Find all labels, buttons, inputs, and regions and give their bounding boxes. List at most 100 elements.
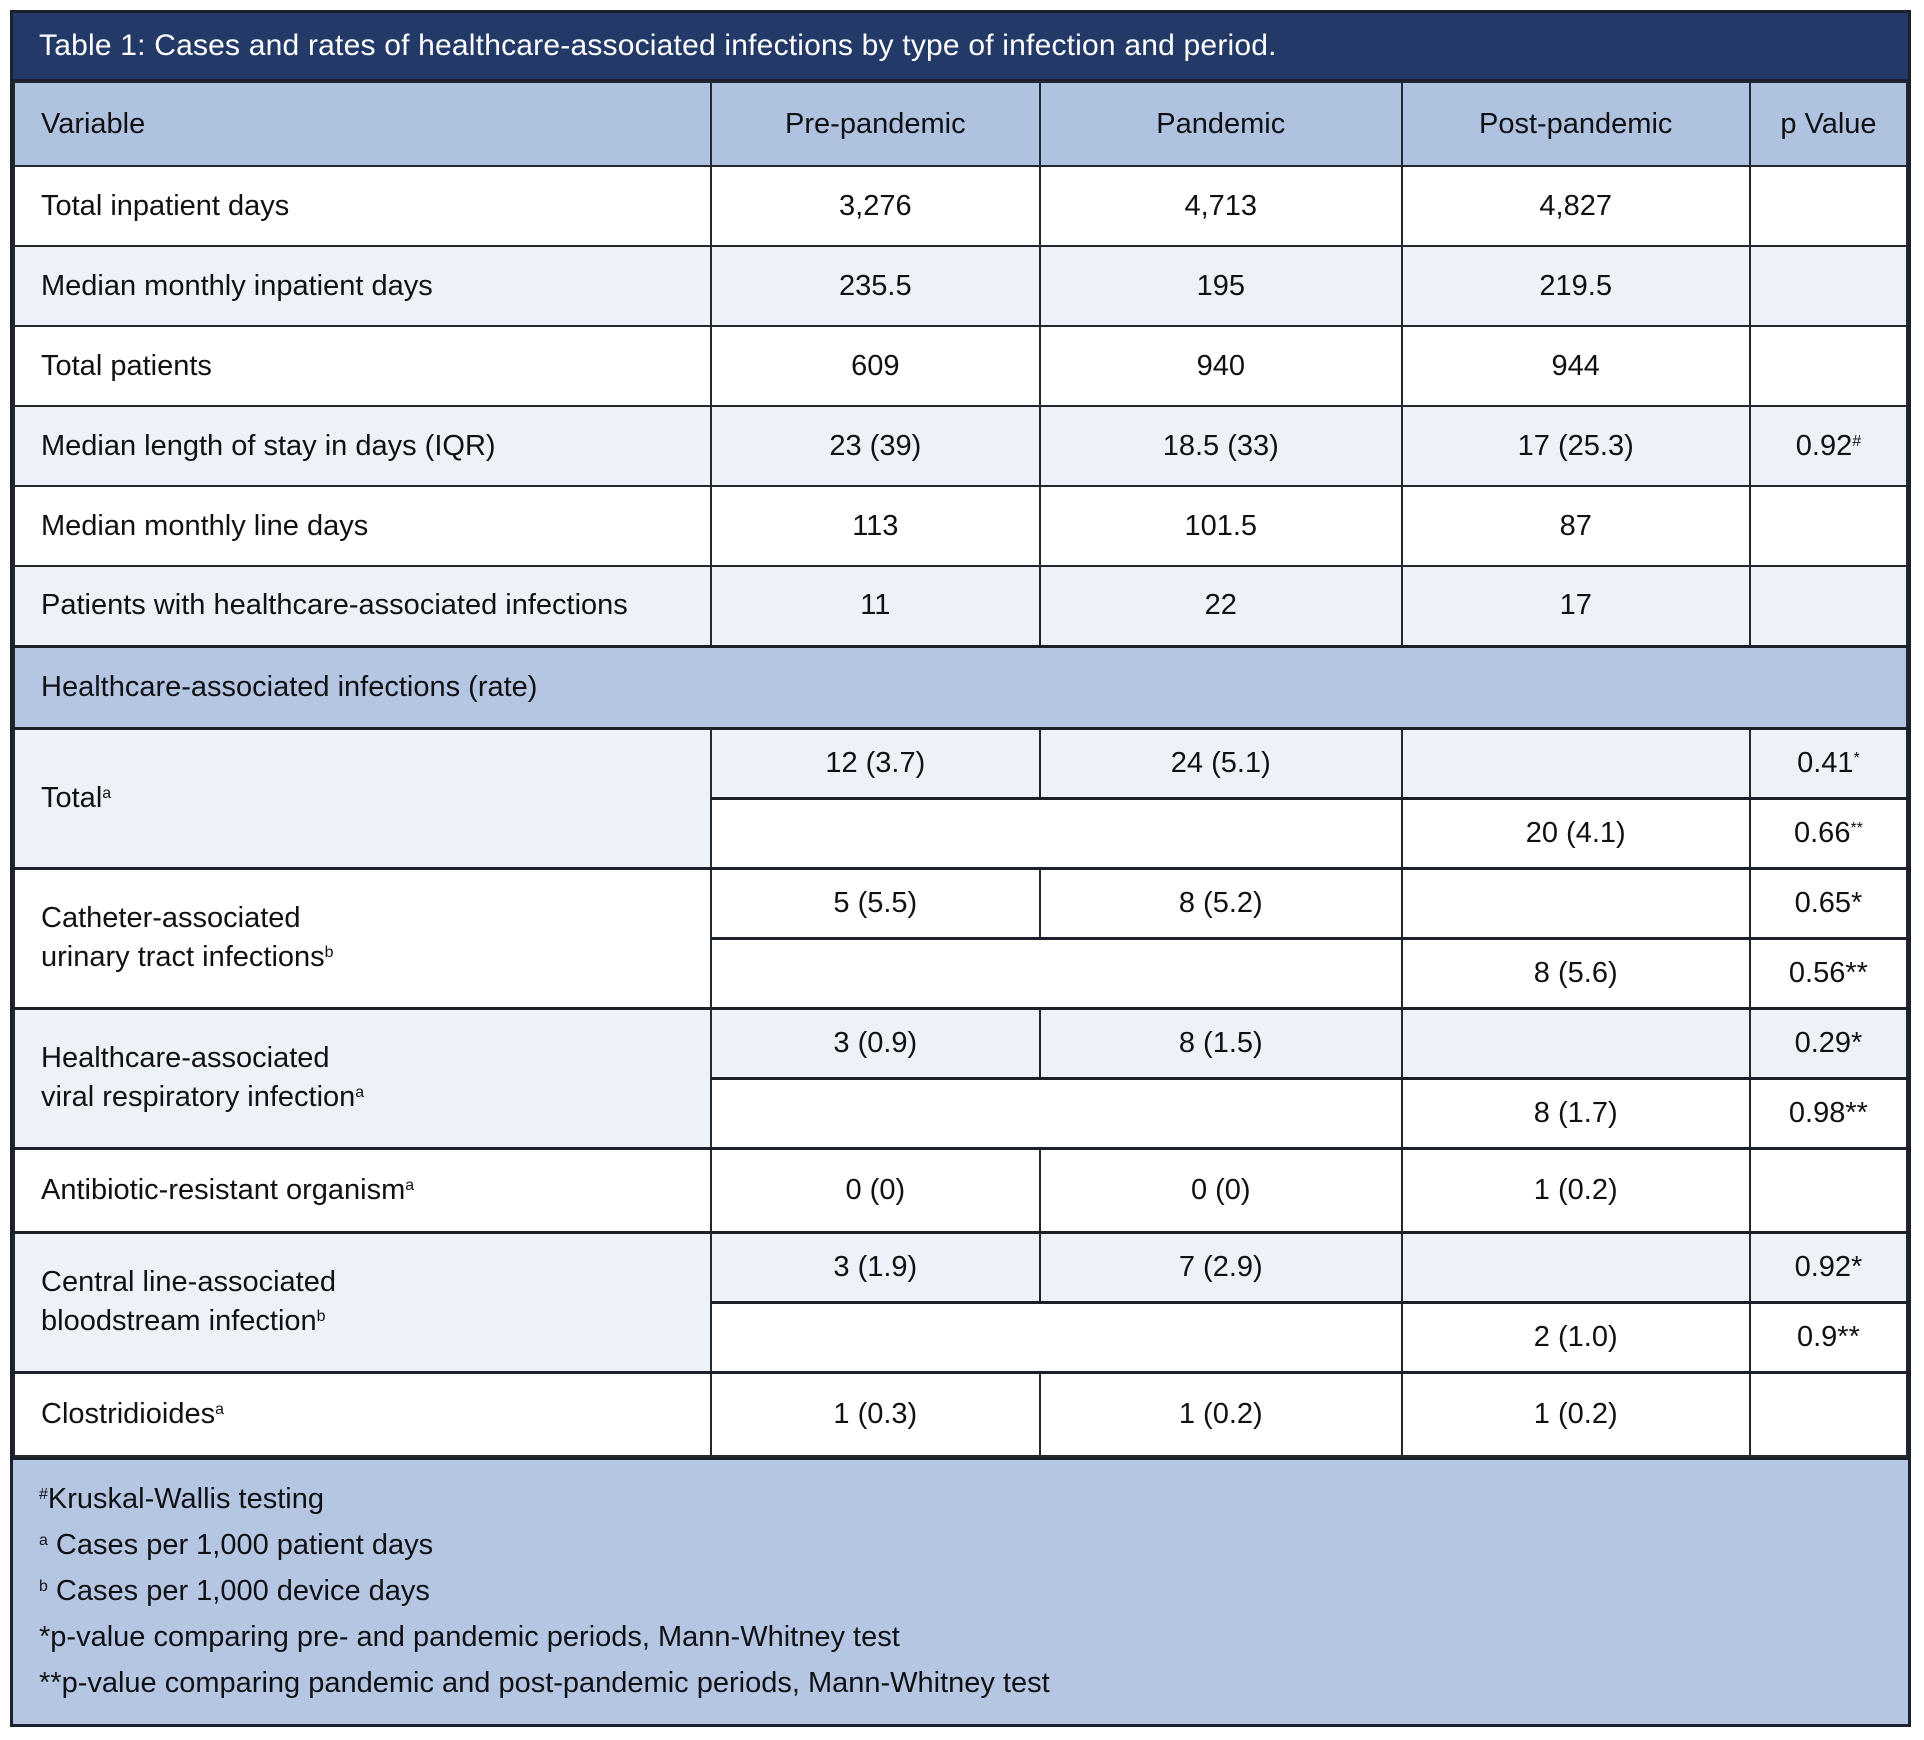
cell-p-value: 0.9** xyxy=(1748,1300,1909,1373)
cell-pandemic: 8 (1.5) xyxy=(1039,1006,1403,1079)
row-total-patients: Total patients 609 940 944 xyxy=(13,325,1909,407)
footnote-marker: b xyxy=(316,1308,326,1326)
cell-p-value xyxy=(1748,565,1909,647)
row-label: Total patients xyxy=(13,325,712,407)
column-header-row: Variable Pre-pandemic Pandemic Post-pand… xyxy=(13,81,1909,167)
p-value-marker: * xyxy=(1853,749,1860,767)
footnote-marker: a xyxy=(405,1176,415,1194)
cell-merged-empty xyxy=(709,796,1403,869)
footnote-patient-days: a Cases per 1,000 patient days xyxy=(39,1529,434,1561)
cell-p-value xyxy=(1748,485,1909,567)
cell-pre-pandemic: 3 (0.9) xyxy=(709,1006,1042,1079)
row-median-length-of-stay: Median length of stay in days (IQR) 23 (… xyxy=(13,405,1909,487)
row-label: Median monthly line days xyxy=(13,485,712,567)
footnote-kruskal: #Kruskal-Wallis testing xyxy=(39,1483,324,1515)
cell-pandemic: 101.5 xyxy=(1039,485,1403,567)
cell-p-value: 0.29* xyxy=(1748,1006,1909,1079)
cell-post-pandemic: 219.5 xyxy=(1400,245,1751,327)
section-header: Healthcare-associated infections (rate) xyxy=(13,644,1908,730)
row-central-line-top: Central line-associated bloodstream infec… xyxy=(13,1230,1909,1373)
cell-pandemic: 18.5 (33) xyxy=(1039,405,1403,487)
cell-pandemic: 7 (2.9) xyxy=(1039,1230,1403,1303)
cell-pre-pandemic: 11 xyxy=(709,565,1042,647)
cell-pandemic: 24 (5.1) xyxy=(1039,726,1403,799)
cell-p-value: 0.41* xyxy=(1748,726,1909,799)
cell-pandemic: 8 (5.2) xyxy=(1039,866,1403,939)
b-marker: b xyxy=(39,1578,48,1596)
cell-pre-pandemic: 1 (0.3) xyxy=(709,1370,1042,1457)
cell-pre-pandemic: 5 (5.5) xyxy=(709,866,1042,939)
footnote-marker: a xyxy=(355,1084,365,1102)
cell-p-value: 0.92* xyxy=(1748,1230,1909,1303)
cell-pandemic: 4,713 xyxy=(1039,165,1403,247)
row-viral-respiratory-bottom: 8 (1.7) 0.98** xyxy=(14,1076,1909,1149)
cell-pandemic: 195 xyxy=(1039,245,1403,327)
hash-marker: # xyxy=(39,1486,48,1504)
footnote-marker: b xyxy=(324,944,334,962)
cell-merged-empty xyxy=(709,1076,1403,1149)
footnote-marker: a xyxy=(215,1400,224,1418)
row-label: Healthcare-associated viral respiratory i… xyxy=(13,1006,712,1149)
cell-post-pandemic: 1 (0.2) xyxy=(1400,1370,1751,1457)
cell-post-pandemic: 17 (25.3) xyxy=(1400,405,1751,487)
cell-p-value xyxy=(1748,325,1909,407)
row-median-monthly-inpatient-days: Median monthly inpatient days 235.5 195 … xyxy=(13,245,1909,327)
cell-pre-pandemic: 3,276 xyxy=(709,165,1042,247)
row-label: Total inpatient days xyxy=(13,165,712,247)
footnote-marker: a xyxy=(102,784,112,802)
row-total-rate-top: Totala 12 (3.7) 24 (5.1) 0.41* xyxy=(13,726,1909,869)
row-central-line-bottom: 2 (1.0) 0.9** xyxy=(14,1300,1909,1373)
cell-merged-empty xyxy=(709,936,1403,1009)
table-container: Table 1: Cases and rates of healthcare-a… xyxy=(10,10,1911,1727)
row-clostridioides: Clostridioidesa 1 (0.3) 1 (0.2) 1 (0.2) xyxy=(13,1370,1909,1457)
row-viral-respiratory-top: Healthcare-associated viral respiratory i… xyxy=(13,1006,1909,1149)
col-header-variable: Variable xyxy=(13,81,712,167)
cell-pre-pandemic: 3 (1.9) xyxy=(709,1230,1042,1303)
a-marker: a xyxy=(39,1532,48,1550)
cell-pre-pandemic: 235.5 xyxy=(709,245,1042,327)
cell-pandemic: 940 xyxy=(1039,325,1403,407)
row-total-inpatient-days: Total inpatient days 3,276 4,713 4,827 xyxy=(13,165,1909,247)
row-label: Median monthly inpatient days xyxy=(13,245,712,327)
p-value-marker: ** xyxy=(1850,819,1863,837)
infections-table: Variable Pre-pandemic Pandemic Post-pand… xyxy=(13,81,1909,1457)
row-median-monthly-line-days: Median monthly line days 113 101.5 87 xyxy=(13,485,1909,567)
cell-p-value: 0.66** xyxy=(1748,796,1909,869)
p-value-marker: # xyxy=(1852,432,1862,450)
col-header-post-pandemic: Post-pandemic xyxy=(1400,81,1751,167)
row-antibiotic-resistant: Antibiotic-resistant organisma 0 (0) 0 (… xyxy=(13,1146,1909,1233)
cell-pre-pandemic: 12 (3.7) xyxy=(709,726,1042,799)
cell-post-pandemic-empty xyxy=(1400,1006,1751,1079)
row-label: Clostridioidesa xyxy=(13,1370,712,1457)
col-header-p-value: p Value xyxy=(1748,81,1909,167)
cell-pre-pandemic: 113 xyxy=(709,485,1042,567)
row-catheter-uti-bottom: 8 (5.6) 0.56** xyxy=(14,936,1909,1009)
row-label: Antibiotic-resistant organisma xyxy=(13,1146,712,1233)
cell-post-pandemic: 2 (1.0) xyxy=(1400,1300,1751,1373)
cell-p-value: 0.92# xyxy=(1748,405,1909,487)
row-label: Patients with healthcare-associated infe… xyxy=(13,565,712,647)
cell-p-value xyxy=(1748,1146,1909,1233)
cell-pandemic: 0 (0) xyxy=(1039,1146,1403,1233)
cell-pandemic: 1 (0.2) xyxy=(1039,1370,1403,1457)
cell-post-pandemic: 87 xyxy=(1400,485,1751,567)
row-catheter-uti-top: Catheter-associated urinary tract infecti… xyxy=(13,866,1909,1009)
footnote-star: *p-value comparing pre- and pandemic per… xyxy=(39,1621,900,1653)
footnote-double-star: **p-value comparing pandemic and post-pa… xyxy=(39,1667,1050,1699)
col-header-pandemic: Pandemic xyxy=(1039,81,1403,167)
row-label: Central line-associated bloodstream infec… xyxy=(13,1230,712,1373)
table-title: Table 1: Cases and rates of healthcare-a… xyxy=(39,29,1277,62)
cell-pre-pandemic: 609 xyxy=(709,325,1042,407)
row-label: Catheter-associated urinary tract infecti… xyxy=(13,866,712,1009)
col-header-pre-pandemic: Pre-pandemic xyxy=(709,81,1042,167)
cell-merged-empty xyxy=(709,1300,1403,1373)
row-patients-with-hai: Patients with healthcare-associated infe… xyxy=(13,565,1909,647)
cell-pre-pandemic: 0 (0) xyxy=(709,1146,1042,1233)
row-label: Median length of stay in days (IQR) xyxy=(13,405,712,487)
cell-post-pandemic-empty xyxy=(1400,866,1751,939)
cell-p-value: 0.98** xyxy=(1748,1076,1909,1149)
cell-p-value xyxy=(1748,245,1909,327)
cell-post-pandemic: 944 xyxy=(1400,325,1751,407)
cell-p-value: 0.65* xyxy=(1748,866,1909,939)
table-footnotes: #Kruskal-Wallis testing a Cases per 1,00… xyxy=(13,1457,1908,1724)
